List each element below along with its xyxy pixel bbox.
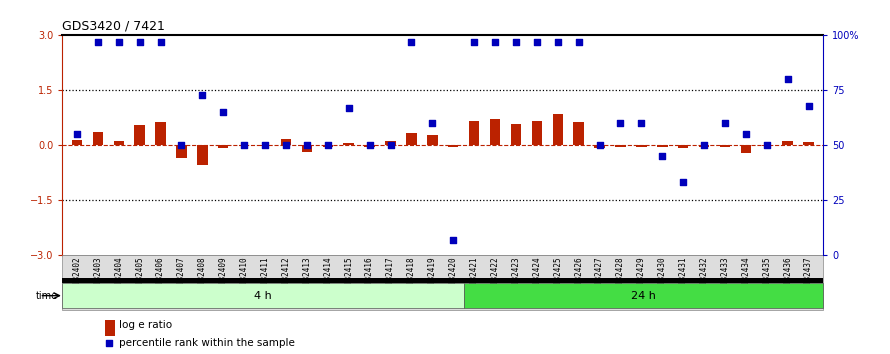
Point <box>635 120 649 126</box>
Point <box>69 131 84 137</box>
Point <box>697 142 711 148</box>
Point <box>362 142 376 148</box>
Bar <box>105 320 115 336</box>
Bar <box>385 141 396 145</box>
Bar <box>156 122 166 145</box>
Bar <box>490 119 500 145</box>
Point <box>91 39 105 45</box>
Point <box>133 39 147 45</box>
Bar <box>176 145 187 158</box>
Bar <box>720 145 730 147</box>
Bar <box>260 145 271 146</box>
Bar <box>198 145 207 165</box>
Point <box>237 142 251 148</box>
Point <box>342 105 356 111</box>
Point <box>613 120 627 126</box>
Point <box>676 179 691 185</box>
Bar <box>636 145 647 147</box>
Bar <box>469 121 480 145</box>
Point <box>488 39 502 45</box>
Point <box>446 237 460 242</box>
Text: GDS3420 / 7421: GDS3420 / 7421 <box>62 20 166 33</box>
Bar <box>464 283 823 308</box>
Bar <box>134 125 145 145</box>
Bar <box>511 124 522 145</box>
Text: time: time <box>36 291 58 301</box>
Text: log e ratio: log e ratio <box>119 320 173 330</box>
Point <box>467 39 481 45</box>
Point <box>174 142 189 148</box>
Point <box>718 120 732 126</box>
Bar <box>62 278 823 283</box>
Bar <box>448 145 458 147</box>
Bar <box>322 145 333 147</box>
Bar <box>239 145 249 146</box>
Point <box>509 39 523 45</box>
Point <box>425 120 440 126</box>
Point <box>111 39 125 45</box>
Bar <box>762 145 772 146</box>
Point <box>279 142 293 148</box>
Bar <box>62 283 464 308</box>
Bar <box>302 145 312 152</box>
Bar <box>678 145 688 148</box>
Bar <box>427 135 438 145</box>
Point <box>655 153 669 159</box>
Text: 24 h: 24 h <box>631 291 656 301</box>
Bar <box>280 138 291 145</box>
Point <box>216 109 231 115</box>
Point <box>593 142 607 148</box>
Point <box>404 39 418 45</box>
Point <box>195 92 209 97</box>
Text: 4 h: 4 h <box>255 291 272 301</box>
Bar <box>114 141 124 145</box>
Point <box>802 103 816 108</box>
Bar <box>740 145 751 153</box>
Point <box>530 39 544 45</box>
Point <box>258 142 272 148</box>
Bar <box>364 145 375 147</box>
Point <box>551 39 565 45</box>
Point <box>153 39 167 45</box>
Bar <box>218 145 229 148</box>
Bar <box>804 142 813 145</box>
Bar <box>699 145 709 147</box>
Bar <box>657 145 668 147</box>
Point <box>760 142 774 148</box>
Point <box>739 131 753 137</box>
Bar <box>615 145 626 147</box>
Bar <box>72 139 82 145</box>
Point <box>571 39 586 45</box>
Point <box>781 76 795 82</box>
Point <box>864 259 878 265</box>
Bar <box>531 121 542 145</box>
Bar <box>595 145 605 148</box>
Bar <box>344 143 354 145</box>
Text: percentile rank within the sample: percentile rank within the sample <box>119 338 295 348</box>
Point <box>384 142 398 148</box>
Bar <box>93 132 103 145</box>
Point <box>320 142 335 148</box>
Bar <box>573 122 584 145</box>
Point <box>300 142 314 148</box>
Bar <box>553 114 563 145</box>
Bar <box>782 141 793 145</box>
Bar <box>406 133 417 145</box>
